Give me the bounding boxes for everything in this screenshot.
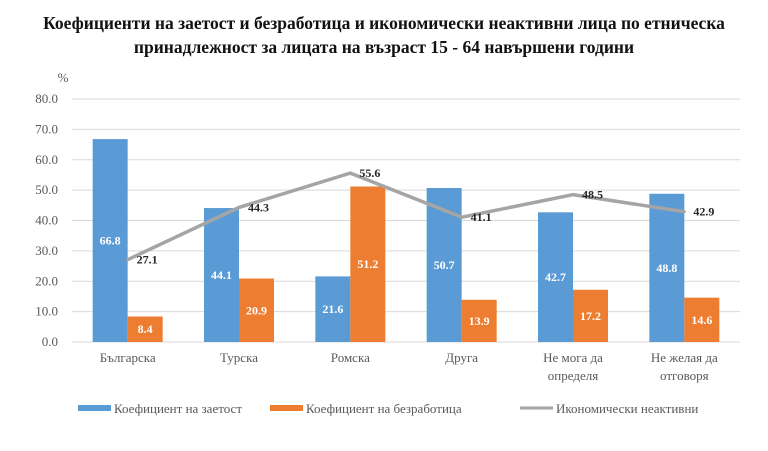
bars xyxy=(92,139,720,342)
line-data-label: 48.5 xyxy=(582,188,603,202)
y-tick-label: 10.0 xyxy=(35,304,58,319)
legend-swatch xyxy=(78,405,111,411)
y-tick-label: 70.0 xyxy=(35,121,58,136)
bar-data-label: 66.8 xyxy=(100,234,121,248)
bar xyxy=(573,289,608,342)
bar xyxy=(649,193,685,342)
x-tick-label: Българска xyxy=(100,350,156,365)
legend: Коефициент на заетост Коефициент на безра… xyxy=(78,401,698,416)
x-tick-label: Не желая да xyxy=(651,350,718,365)
bar xyxy=(204,208,239,342)
line-point xyxy=(682,210,686,214)
y-tick-label: 50.0 xyxy=(35,182,58,197)
line-data-label: 27.1 xyxy=(137,253,158,267)
y-tick-label: 40.0 xyxy=(35,213,58,228)
line-data-label: 44.3 xyxy=(248,200,269,214)
bar-data-label: 50.7 xyxy=(434,258,455,272)
x-tick-label: Друга xyxy=(445,350,478,365)
bar xyxy=(461,299,497,342)
y-tick-label: 0.0 xyxy=(42,334,58,349)
chart-title-line-1: Коефициенти на заетост и безработица и и… xyxy=(43,13,725,33)
x-tick-label: отговоря xyxy=(660,368,709,383)
bar-data-label: 21.6 xyxy=(322,302,343,316)
line-data-label: 55.6 xyxy=(359,166,380,180)
x-tick-label: Турска xyxy=(220,350,258,365)
bar xyxy=(315,276,351,342)
gridlines: 0.0 10.0 20.0 30.0 40.0 50.0 60.0 70.0 80.0 xyxy=(35,91,740,349)
legend-label: Коефициент на безработица xyxy=(306,401,462,416)
data-labels: 66.8 44.1 21.6 50.7 42.7 48.8 8.4 20.9 51.2 13.9 1… xyxy=(100,166,715,336)
bar-data-label: 20.9 xyxy=(246,303,267,317)
line-point xyxy=(348,171,352,175)
bar-data-label: 51.2 xyxy=(357,257,378,271)
line-series xyxy=(126,171,686,262)
y-tick-label: 30.0 xyxy=(35,243,58,258)
bar xyxy=(92,139,128,342)
bar-data-label: 8.4 xyxy=(138,322,153,336)
line-data-label: 41.1 xyxy=(471,210,492,224)
bar-data-label: 48.8 xyxy=(656,261,677,275)
legend-swatch xyxy=(270,405,303,411)
x-axis-labels: Българска Турска Ромска Друга Не мога да опре… xyxy=(100,350,718,383)
line-point xyxy=(460,215,464,219)
y-axis-label: % xyxy=(58,70,69,85)
line-point xyxy=(237,205,241,209)
line-path xyxy=(126,171,685,262)
bar-data-label: 14.6 xyxy=(691,313,712,327)
legend-label: Коефициент на заетост xyxy=(114,401,242,416)
x-tick-label: определя xyxy=(548,368,598,383)
line-point xyxy=(571,193,575,197)
bar-data-label: 44.1 xyxy=(211,268,232,282)
x-tick-label: Не мога да xyxy=(543,350,603,365)
y-tick-label: 20.0 xyxy=(35,273,58,288)
bar xyxy=(538,212,573,342)
x-tick-label: Ромска xyxy=(331,350,370,365)
line-data-label: 42.9 xyxy=(693,205,714,219)
chart-title-line-2: принадлежност за лицата на възраст 15 - … xyxy=(134,37,634,57)
line-point xyxy=(126,258,130,262)
bar xyxy=(239,278,274,342)
bar xyxy=(127,316,163,342)
bar-data-label: 13.9 xyxy=(469,314,490,328)
bar-data-label: 42.7 xyxy=(545,270,566,284)
bar-data-label: 17.2 xyxy=(580,309,601,323)
y-tick-label: 60.0 xyxy=(35,152,58,167)
y-tick-label: 80.0 xyxy=(35,91,58,106)
bar xyxy=(684,297,720,342)
legend-label: Икономически неактивни xyxy=(556,401,698,416)
bar xyxy=(350,186,386,342)
